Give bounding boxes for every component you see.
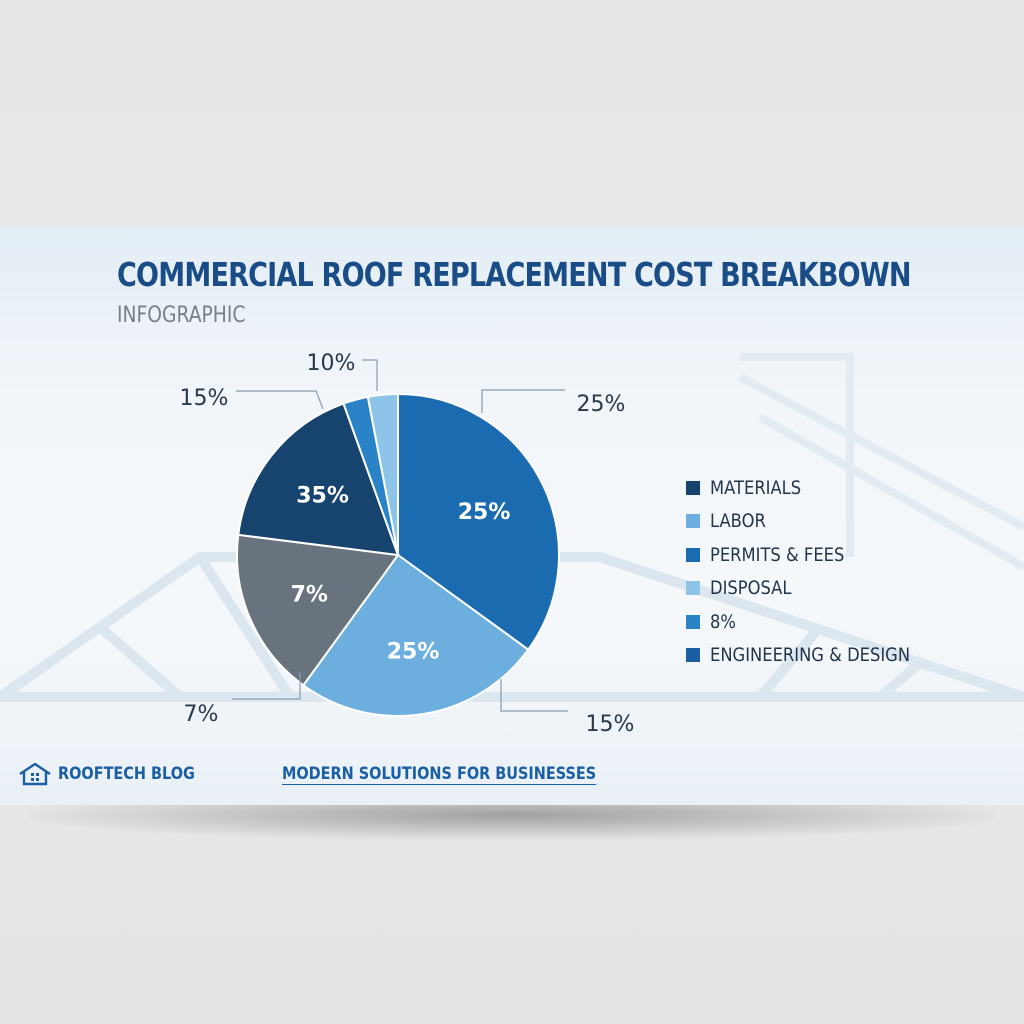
slice-outer-label: 25% [577, 392, 626, 417]
legend-label: PERMITS & FEES [710, 543, 845, 566]
legend-item: LABOR [686, 505, 943, 539]
legend-label: 8% [710, 610, 736, 633]
slice-outer-label: 10% [307, 351, 356, 376]
callout-line [362, 359, 378, 391]
slice-inner-label: 25% [458, 500, 511, 525]
brand-name: ROOFTECH BLOG [58, 764, 195, 784]
pie-slice [301, 553, 530, 717]
infographic-card: COMMERCIAL ROOF REPLACEMENT COST BREAKBO… [0, 227, 1024, 805]
tagline-link[interactable]: MODERN SOLUTIONS FOR BUSINESSES [282, 764, 597, 784]
brand: ROOFTECH BLOG [18, 762, 219, 786]
legend-swatch [686, 648, 700, 663]
legend-item: 8% [686, 605, 943, 639]
legend-swatch [686, 480, 700, 495]
legend-swatch [686, 614, 700, 629]
legend-item: ENGINEERING & DESIGN [686, 639, 943, 673]
slice-outer-label: 15% [180, 386, 229, 411]
chart-subtitle: INFOGRAPHIC [117, 303, 246, 328]
callout-line [500, 679, 568, 712]
legend-label: DISPOSAL [710, 577, 792, 600]
pie-slice [236, 533, 400, 687]
legend-label: ENGINEERING & DESIGN [710, 644, 911, 667]
slice-outer-label: 7% [184, 702, 219, 727]
callout-line [236, 390, 324, 410]
callout-line [481, 389, 565, 413]
house-icon [19, 762, 51, 786]
legend-label: MATERIALS [710, 476, 802, 499]
chart-title: COMMERCIAL ROOF REPLACEMENT COST BREAKBO… [117, 255, 912, 294]
slice-inner-label: 25% [387, 639, 440, 664]
legend-swatch [686, 514, 700, 529]
legend-label: LABOR [710, 510, 766, 533]
legend-swatch [686, 581, 700, 596]
pie-slice [397, 392, 560, 652]
roof-truss-background [0, 353, 1024, 702]
callout-line [232, 672, 301, 700]
pie-chart: 25% 25% 25% 15% 7% 7% 35% 15% 10% [180, 351, 635, 737]
legend-item: PERMITS & FEES [686, 538, 943, 572]
legend-item: DISPOSAL [686, 572, 943, 606]
pie-slice [366, 392, 399, 556]
slice-inner-label: 7% [291, 582, 328, 607]
legend-swatch [686, 547, 700, 562]
legend-item: MATERIALS [686, 471, 943, 505]
slice-inner-label: 35% [296, 484, 349, 509]
slice-outer-label: 15% [586, 712, 635, 737]
pie-slice [237, 402, 400, 557]
chart-legend: MATERIALS LABOR PERMITS & FEES DISPOSAL 8% EN… [686, 471, 943, 672]
